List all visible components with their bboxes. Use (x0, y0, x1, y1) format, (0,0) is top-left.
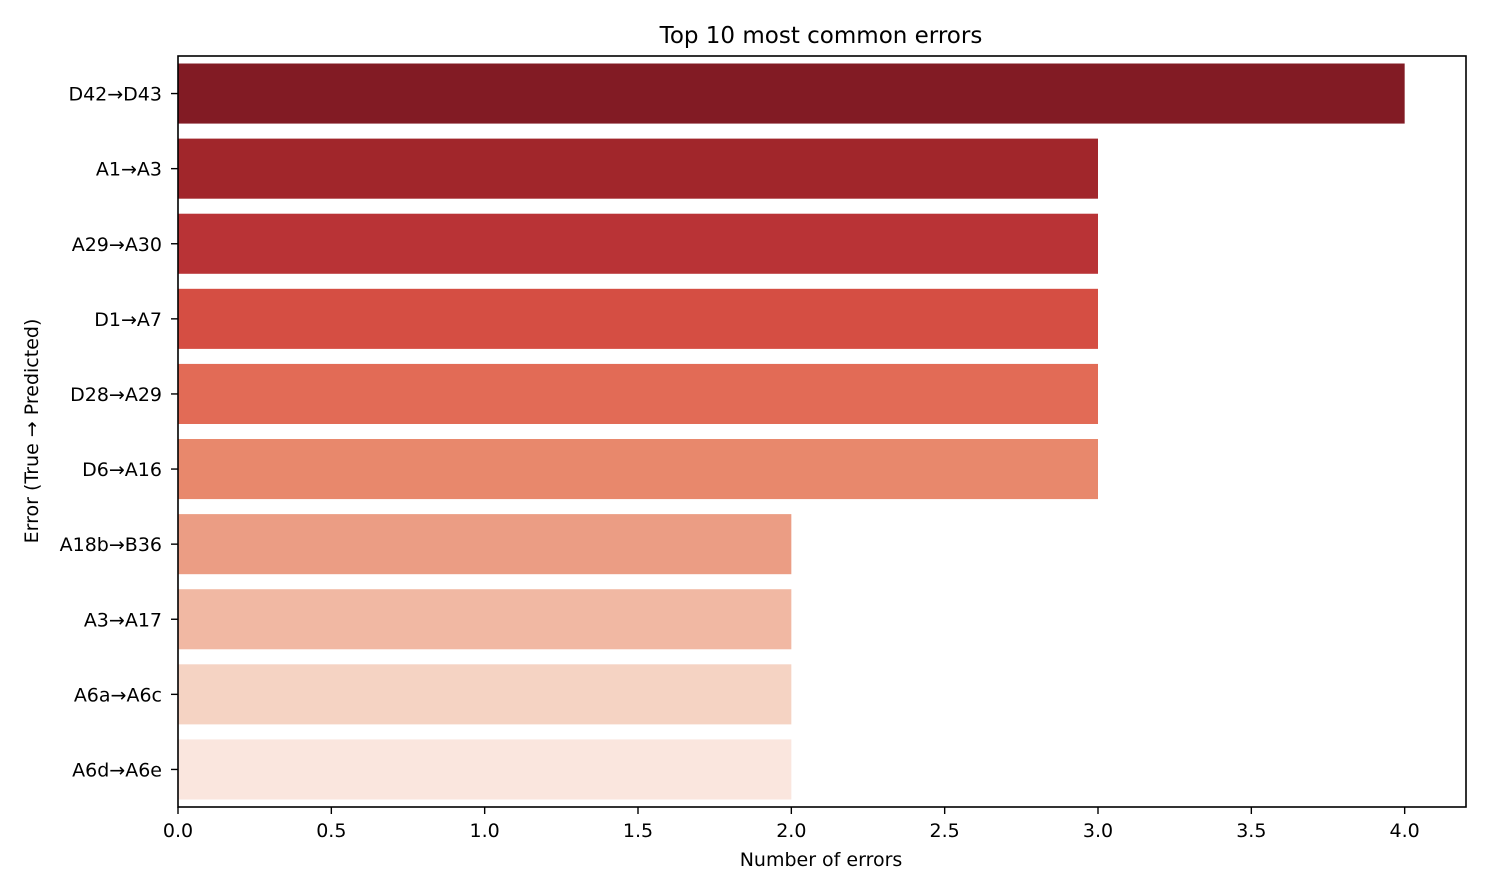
y-tick-label: D28→A29 (70, 384, 162, 406)
chart-title: Top 10 most common errors (659, 23, 983, 49)
bar (178, 739, 792, 800)
y-tick-label: A6a→A6c (74, 684, 162, 706)
x-tick-label: 2.0 (776, 820, 806, 842)
y-tick-label: A18b→B36 (60, 534, 162, 556)
x-axis-ticks: 0.0 0.5 1.0 1.5 2.0 2.5 3.0 3.5 4.0 (163, 807, 1420, 842)
x-tick-label: 3.0 (1083, 820, 1113, 842)
bar (178, 514, 792, 575)
y-tick-label: D6→A16 (82, 459, 162, 481)
bar (178, 138, 1098, 199)
y-tick-label: D1→A7 (94, 309, 162, 331)
x-tick-label: 0.0 (163, 820, 193, 842)
bar (178, 664, 792, 725)
y-axis-label: Error (True → Predicted) (21, 319, 43, 544)
y-tick-label: A1→A3 (96, 159, 162, 181)
y-tick-label: D42→D43 (68, 84, 162, 106)
x-tick-label: 3.5 (1236, 820, 1266, 842)
y-tick-label: A3→A17 (84, 609, 162, 631)
x-tick-label: 2.5 (930, 820, 960, 842)
x-axis-label: Number of errors (740, 849, 903, 871)
x-tick-label: 4.0 (1390, 820, 1420, 842)
y-tick-label: A6d→A6e (72, 759, 162, 781)
bars-group (178, 63, 1405, 800)
bar (178, 213, 1098, 274)
y-tick-label: A29→A30 (72, 234, 162, 256)
bar (178, 288, 1098, 349)
x-tick-label: 0.5 (316, 820, 346, 842)
bar (178, 589, 792, 650)
x-tick-label: 1.0 (470, 820, 500, 842)
y-axis-ticks: D42→D43 A1→A3 A29→A30 D1→A7 D28→A29 D6→A16 A18… (60, 84, 178, 781)
bar (178, 439, 1098, 500)
x-tick-label: 1.5 (623, 820, 653, 842)
bar (178, 63, 1405, 124)
plot-frame (177, 55, 1467, 808)
bar (178, 363, 1098, 424)
